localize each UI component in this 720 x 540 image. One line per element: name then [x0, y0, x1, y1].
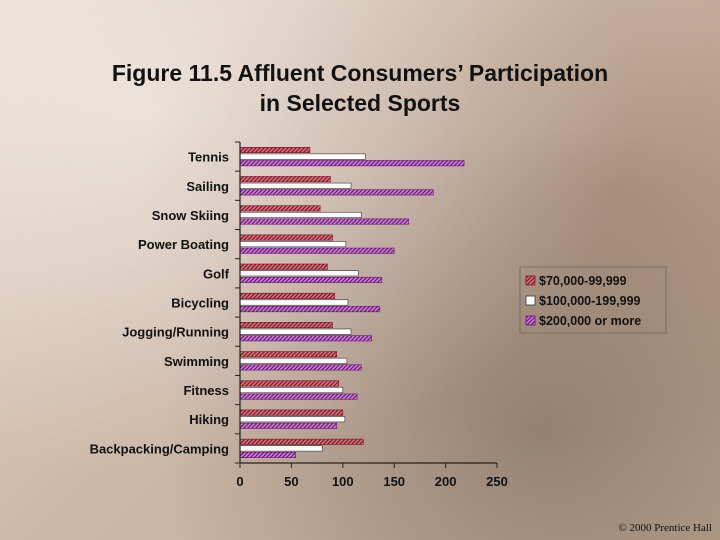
- bar-1-power-boating: [239, 234, 333, 241]
- legend-swatch: [525, 295, 536, 306]
- category-label: Bicycling: [171, 296, 229, 311]
- title-line-1: Figure 11.5 Affluent Consumers’ Particip…: [111, 60, 609, 86]
- bar-2-sailing: [239, 182, 352, 189]
- bar-3-sailing: [239, 189, 434, 196]
- legend-label: $70,000-99,999: [539, 274, 627, 288]
- legend-swatch: [525, 275, 536, 286]
- bar-1-sailing: [239, 176, 331, 183]
- bar-1-swimming: [239, 351, 337, 358]
- x-tick-label: 0: [236, 474, 243, 489]
- x-tick-label: 50: [284, 474, 298, 489]
- bar-3-tennis: [239, 160, 465, 167]
- bar-3-swimming: [239, 364, 362, 371]
- category-label: Fitness: [183, 383, 229, 398]
- legend-label: $100,000-199,999: [539, 294, 641, 308]
- bar-3-fitness: [239, 393, 358, 400]
- x-tick-label: 100: [332, 474, 354, 489]
- x-tick-label: 150: [383, 474, 405, 489]
- bar-2-power-boating: [239, 241, 347, 248]
- category-label: Golf: [203, 266, 230, 281]
- bar-1-jogging-running: [239, 322, 333, 329]
- bar-1-backpacking-camping: [239, 438, 364, 445]
- bar-2-hiking: [239, 416, 346, 423]
- category-label: Hiking: [189, 412, 229, 427]
- category-label: Swimming: [164, 354, 229, 369]
- legend-label: $200,000 or more: [539, 314, 641, 328]
- x-tick-label: 200: [435, 474, 457, 489]
- bar-2-backpacking-camping: [239, 445, 323, 452]
- bar-3-power-boating: [239, 247, 395, 254]
- title-line-2: in Selected Sports: [259, 90, 461, 116]
- bar-2-fitness: [239, 387, 344, 394]
- legend: $70,000-99,999 $100,000-199,999 $200,000 o…: [519, 266, 667, 334]
- bar-3-hiking: [239, 422, 337, 429]
- bar-3-bicycling: [239, 306, 381, 313]
- bar-2-bicycling: [239, 299, 349, 306]
- category-label: Tennis: [188, 150, 229, 165]
- page-title: Figure 11.5 Affluent Consumers’ Particip…: [0, 58, 720, 118]
- bar-3-golf: [239, 276, 383, 283]
- category-label: Jogging/Running: [122, 325, 229, 340]
- bar-2-tennis: [239, 153, 366, 160]
- legend-box: [519, 266, 667, 334]
- legend-swatch: [525, 315, 536, 326]
- bar-1-tennis: [239, 146, 311, 153]
- bar-2-golf: [239, 270, 359, 277]
- bar-2-snow-skiing: [239, 211, 362, 218]
- category-label: Sailing: [186, 179, 229, 194]
- bar-2-jogging-running: [239, 328, 352, 335]
- category-label: Snow Skiing: [152, 208, 229, 223]
- bar-3-snow-skiing: [239, 218, 409, 225]
- bar-1-bicycling: [239, 292, 335, 299]
- bar-3-backpacking-camping: [239, 452, 296, 459]
- bar-3-jogging-running: [239, 335, 372, 342]
- copyright-note: © 2000 Prentice Hall: [618, 522, 712, 534]
- bar-1-fitness: [239, 380, 339, 387]
- plot-area: Tennis Sailing Snow Skiing Power Boating Gol…: [90, 141, 508, 489]
- category-label: Power Boating: [138, 237, 229, 252]
- x-tick-label: 250: [486, 474, 508, 489]
- bar-1-golf: [239, 263, 328, 270]
- bar-1-hiking: [239, 409, 344, 416]
- bar-2-swimming: [239, 357, 348, 364]
- bar-1-snow-skiing: [239, 205, 321, 212]
- category-label: Backpacking/Camping: [90, 441, 229, 456]
